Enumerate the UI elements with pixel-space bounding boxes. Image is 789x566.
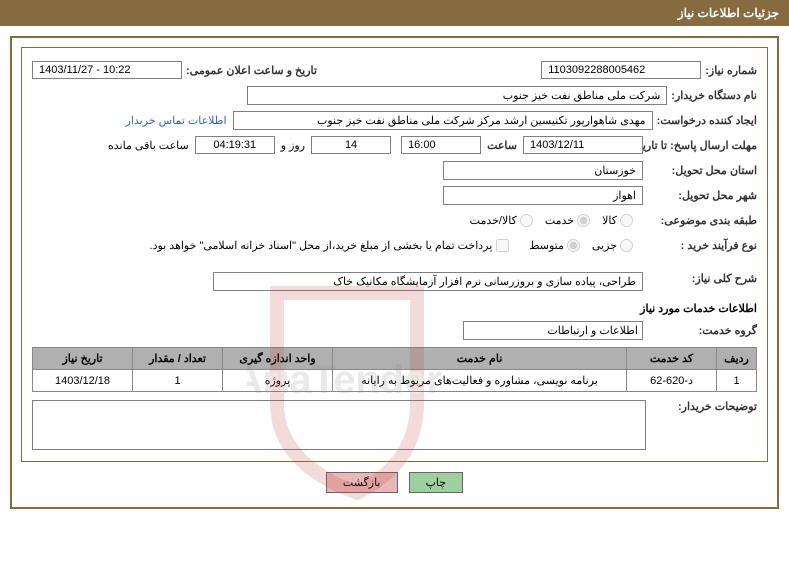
panel-title: جزئیات اطلاعات نیاز: [678, 6, 779, 20]
cell-date: 1403/12/18: [33, 370, 133, 392]
buyer-org-label: نام دستگاه خریدار:: [671, 89, 757, 102]
details-panel: AriaTender شماره نیاز: 1103092288005462 …: [21, 47, 768, 462]
row-description: شرح کلی نیاز: طراحی، پیاده سازی و بروزرس…: [32, 272, 757, 294]
radio-goods-label: کالا: [602, 214, 617, 227]
desc-label: شرح کلی نیاز:: [647, 272, 757, 285]
row-process: نوع فرآیند خرید : جزیی متوسط پرداخت تمام…: [32, 234, 757, 256]
services-table: ردیف کد خدمت نام خدمت واحد اندازه گیری ت…: [32, 347, 757, 392]
deadline-date: 1403/12/11: [523, 136, 643, 154]
need-number-value: 1103092288005462: [541, 61, 701, 79]
print-button[interactable]: چاپ: [409, 472, 464, 493]
radio-minor[interactable]: جزیی: [592, 239, 633, 252]
th-name: نام خدمت: [333, 348, 627, 370]
category-label: طبقه بندی موضوعی:: [647, 214, 757, 227]
city-value: اهواز: [443, 186, 643, 205]
category-radio-group: کالا خدمت کالا/خدمت: [470, 214, 633, 227]
panel-header: جزئیات اطلاعات نیاز: [0, 0, 789, 26]
process-label: نوع فرآیند خرید :: [647, 239, 757, 252]
service-group-value: اطلاعات و ارتباطات: [547, 325, 638, 337]
back-button[interactable]: بازگشت: [326, 472, 398, 493]
th-unit: واحد اندازه گیری: [223, 348, 333, 370]
th-qty: تعداد / مقدار: [133, 348, 223, 370]
requester-label: ایجاد کننده درخواست:: [657, 114, 757, 127]
cell-code: د-620-62: [627, 370, 717, 392]
th-row: ردیف: [717, 348, 757, 370]
radio-service[interactable]: خدمت: [545, 214, 590, 227]
row-province: استان محل تحویل: خوزستان: [32, 159, 757, 181]
radio-medium-label: متوسط: [529, 239, 564, 252]
row-buyer-notes: توضیحات خریدار:: [32, 400, 757, 450]
payment-checkbox[interactable]: پرداخت تمام یا بخشی از مبلغ خرید،از محل …: [150, 239, 510, 252]
deadline-label: مهلت ارسال پاسخ: تا تاریخ:: [647, 139, 757, 152]
buyer-notes-textarea[interactable]: [32, 400, 646, 450]
desc-value: طراحی، پیاده سازی و بروزرسانی نرم افزار …: [213, 272, 643, 291]
radio-service-label: خدمت: [545, 214, 574, 227]
process-radio-group: جزیی متوسط: [529, 239, 633, 252]
th-date: تاریخ نیاز: [33, 348, 133, 370]
cell-qty: 1: [133, 370, 223, 392]
remain-label: ساعت باقی مانده: [108, 139, 189, 152]
buyer-notes-label: توضیحات خریدار:: [650, 400, 757, 413]
announce-label: تاریخ و ساعت اعلان عمومی:: [186, 64, 317, 77]
outer-panel: AriaTender شماره نیاز: 1103092288005462 …: [10, 36, 779, 509]
service-group-label: گروه خدمت:: [647, 324, 757, 337]
radio-both-label: کالا/خدمت: [470, 214, 517, 227]
announce-value: 1403/11/27 - 10:22: [32, 61, 182, 79]
payment-note: پرداخت تمام یا بخشی از مبلغ خرید،از محل …: [150, 239, 493, 252]
time-remaining: 04:19:31: [195, 136, 275, 154]
row-need-number: شماره نیاز: 1103092288005462 تاریخ و ساع…: [32, 59, 757, 81]
service-info-heading: اطلاعات خدمات مورد نیاز: [32, 302, 757, 315]
row-buyer-org: نام دستگاه خریدار: شرکت ملی مناطق نفت خی…: [32, 84, 757, 106]
buyer-org-value: شرکت ملی مناطق نفت خیز جنوب: [247, 86, 667, 105]
radio-minor-label: جزیی: [592, 239, 617, 252]
days-and-label: روز و: [281, 139, 305, 152]
row-deadline: مهلت ارسال پاسخ: تا تاریخ: 1403/12/11 سا…: [32, 134, 757, 156]
button-row: چاپ بازگشت: [16, 472, 773, 493]
row-service-group: گروه خدمت: اطلاعات و ارتباطات: [32, 319, 757, 341]
deadline-time: 16:00: [401, 136, 481, 154]
service-group-select[interactable]: اطلاعات و ارتباطات: [463, 321, 643, 340]
time-label: ساعت: [487, 139, 517, 152]
province-value: خوزستان: [443, 161, 643, 180]
cell-name: برنامه نویسی، مشاوره و فعالیت‌های مربوط …: [333, 370, 627, 392]
need-number-label: شماره نیاز:: [705, 64, 757, 77]
city-label: شهر محل تحویل:: [647, 189, 757, 202]
row-city: شهر محل تحویل: اهواز: [32, 184, 757, 206]
requester-value: مهدی شاهوارپور تکنیسین ارشد مرکز شرکت مل…: [233, 111, 653, 130]
radio-both[interactable]: کالا/خدمت: [470, 214, 533, 227]
table-row: 1 د-620-62 برنامه نویسی، مشاوره و فعالیت…: [33, 370, 757, 392]
cell-row: 1: [717, 370, 757, 392]
row-requester: ایجاد کننده درخواست: مهدی شاهوارپور تکنی…: [32, 109, 757, 131]
table-header-row: ردیف کد خدمت نام خدمت واحد اندازه گیری ت…: [33, 348, 757, 370]
radio-goods[interactable]: کالا: [602, 214, 633, 227]
contact-link[interactable]: اطلاعات تماس خریدار: [126, 114, 227, 127]
days-remaining: 14: [311, 136, 391, 154]
th-code: کد خدمت: [627, 348, 717, 370]
province-label: استان محل تحویل:: [647, 164, 757, 177]
cell-unit: پروژه: [223, 370, 333, 392]
row-category: طبقه بندی موضوعی: کالا خدمت کالا/خدمت: [32, 209, 757, 231]
radio-medium[interactable]: متوسط: [529, 239, 580, 252]
